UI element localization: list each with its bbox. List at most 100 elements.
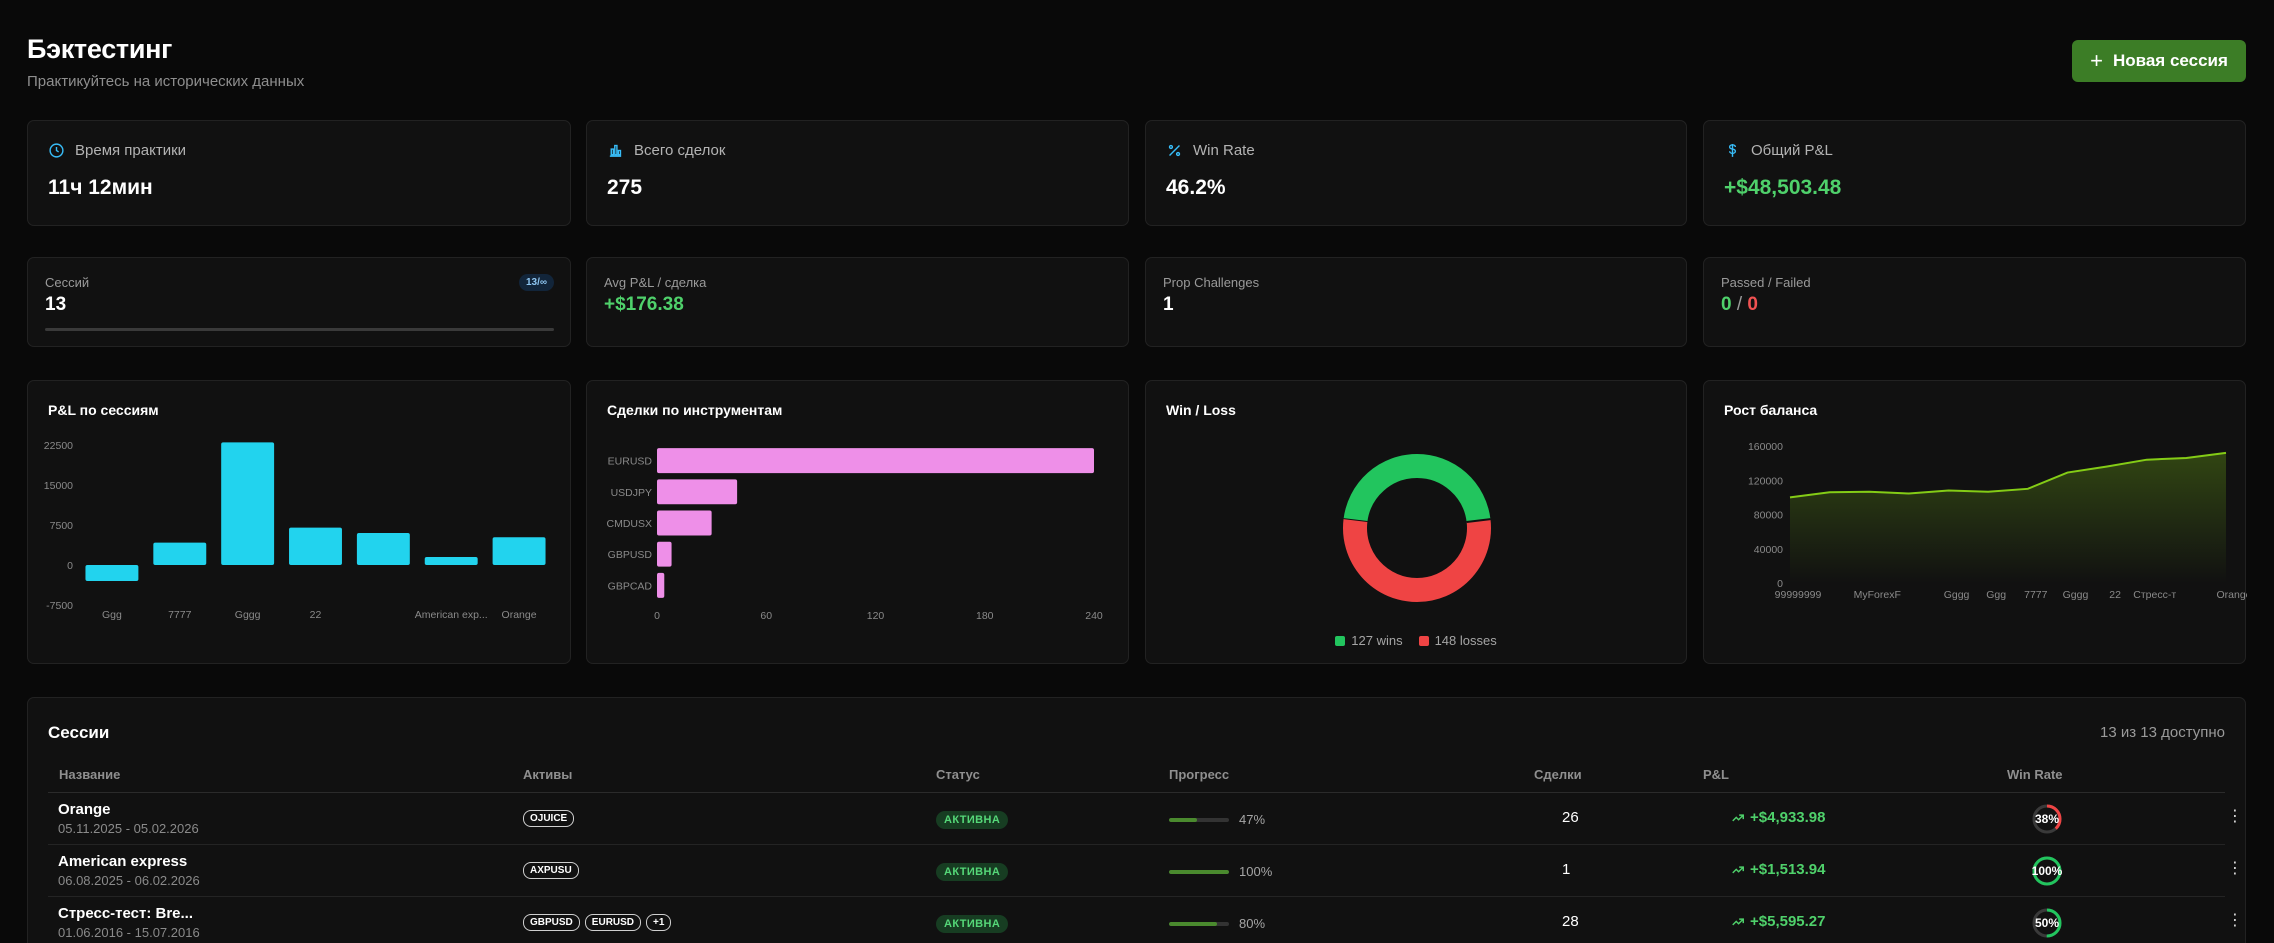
percent-icon [1168,144,1181,157]
failed-count: 0 [1747,294,1758,315]
x-tick-label: 60 [760,610,772,622]
more-options-icon[interactable]: ⋮ [2227,808,2243,825]
chart-title: P&L по сессиям [48,402,159,418]
x-tick-label: 22 [310,609,322,621]
sessions-label: Сессий [45,275,90,290]
table-row[interactable]: Orange 05.11.2025 - 05.02.2026 OJUICE АК… [48,793,2243,845]
passed-failed-label: Passed / Failed [1721,275,1811,290]
instrument-bar[interactable] [657,479,738,505]
x-tick-label: Gggg [2063,589,2089,601]
new-session-button[interactable]: + Новая сессия [2072,40,2246,82]
progress-label: 47% [1239,812,1266,827]
table-row[interactable]: American express 06.08.2025 - 06.02.2026… [48,845,2243,897]
losses-slice[interactable] [1343,519,1491,602]
pnl-bar[interactable] [153,542,207,565]
sessions-table-card: Сессии 13 из 13 доступно Название Активы… [27,697,2246,943]
y-tick-label: 80000 [1754,510,1783,522]
column-header-name[interactable]: Название [59,767,121,782]
session-name[interactable]: Orange [58,801,111,818]
avg-pnl-card: Avg P&L / сделка +$176.38 [586,257,1129,347]
x-tick-label: 0 [654,610,660,622]
legend-swatch [1418,635,1429,646]
x-tick-label: 240 [1085,610,1103,622]
column-header-pnl[interactable]: P&L [1703,767,1729,782]
progress: 100% [1169,864,1272,879]
y-tick-label: 40000 [1754,544,1783,556]
instrument-bar[interactable] [657,448,1094,474]
pnl-value: +$5,595.27 [1731,913,1826,930]
dollar-icon [1728,144,1737,157]
y-tick-label: 22500 [44,440,73,452]
y-tick-label: 15000 [44,480,73,492]
plus-icon: + [2090,48,2103,73]
more-options-icon[interactable]: ⋮ [2227,860,2243,877]
ring-fill [2032,804,2062,834]
x-tick-label: Gggg [1944,589,1970,601]
session-name[interactable]: American express [58,853,188,870]
column-header-assets[interactable]: Активы [523,767,573,782]
table-header-divider [48,792,2225,793]
balance-line[interactable] [1789,451,2227,499]
passed-failed-separator: / [1731,294,1748,315]
column-header-progress[interactable]: Прогресс [1169,767,1230,782]
column-header-status[interactable]: Статус [936,767,980,782]
progress-fill [1169,817,1198,822]
balance-area [1790,452,2226,583]
win-rate-label: 38% [2034,812,2060,826]
stat-card-total-trades: Всего сделок 275 [586,120,1129,226]
pnl-bar[interactable] [356,533,410,565]
asset-tag: GBPUSD [523,914,580,931]
x-tick-label: 120 [867,610,885,622]
pnl-bar[interactable] [85,565,139,581]
session-dates: 01.06.2016 - 15.07.2016 [58,925,200,940]
winloss-chart-card: Win / Loss 127 wins 148 losses [1145,380,1687,664]
x-tick-label: Ggg [102,609,122,621]
x-tick-label: American exp... [415,609,488,621]
stat-card-total-pnl: Общий P&L +$48,503.48 [1703,120,2246,226]
asset-tag: EURUSD [584,914,642,931]
pnl-bar[interactable] [492,537,546,565]
page-title: Бэктестинг [27,34,173,64]
session-dates: 06.08.2025 - 06.02.2026 [58,873,200,888]
asset-tag: OJUICE [523,810,575,827]
column-header-trades[interactable]: Сделки [1534,767,1582,782]
pnl-bar[interactable] [221,442,275,565]
asset-tag: +1 [646,914,672,931]
more-options-icon[interactable]: ⋮ [2227,912,2243,929]
win-rate-ring-graphic [2032,908,2062,938]
sessions-value: 13 [45,294,67,315]
x-tick-label: Gggg [235,609,261,621]
y-tick-label: GBPUSD [608,549,653,561]
pnl-sessions-chart-card: P&L по сессиям 22500 15000 7500 0 -7500 Ggg 77… [27,380,571,664]
pnl-bar[interactable] [289,527,342,565]
pnl-text: +$4,933.98 [1750,809,1826,826]
instrument-bar[interactable] [657,572,665,598]
progress-track [1169,921,1229,926]
win-rate-ring-graphic [2032,856,2062,886]
x-tick-label: MyForexF [1854,589,1901,601]
asset-tags: AXPUSU [523,862,579,879]
stat-value: 275 [607,176,643,199]
column-header-win-rate[interactable]: Win Rate [2007,767,2063,782]
instrument-bar[interactable] [657,541,672,567]
x-tick-label: 22 [2109,589,2121,601]
legend-swatch [1335,635,1346,646]
y-tick-label: CMDUSX [606,518,652,530]
table-row[interactable]: Стресс-тест: Bre... 01.06.2016 - 15.07.2… [48,897,2243,943]
progress: 80% [1169,916,1265,931]
sessions-progress-bar [45,328,554,331]
session-name[interactable]: Стресс-тест: Bre... [58,905,194,922]
x-tick-label: Стресс-т [2133,589,2176,601]
y-tick-label: 7500 [50,520,74,532]
session-dates: 05.11.2025 - 05.02.2026 [58,821,199,836]
progress: 47% [1169,812,1265,827]
instrument-bar[interactable] [657,510,712,536]
pnl-text: +$5,595.27 [1750,913,1826,930]
progress-track [1169,869,1229,874]
y-tick-label: EURUSD [608,456,653,468]
pnl-bar[interactable] [424,557,478,565]
wins-slice[interactable] [1343,454,1491,523]
sessions-limit-badge: 13/∞ [518,274,554,291]
ring-fill [2032,856,2062,886]
trend-up-icon [1732,917,1744,925]
